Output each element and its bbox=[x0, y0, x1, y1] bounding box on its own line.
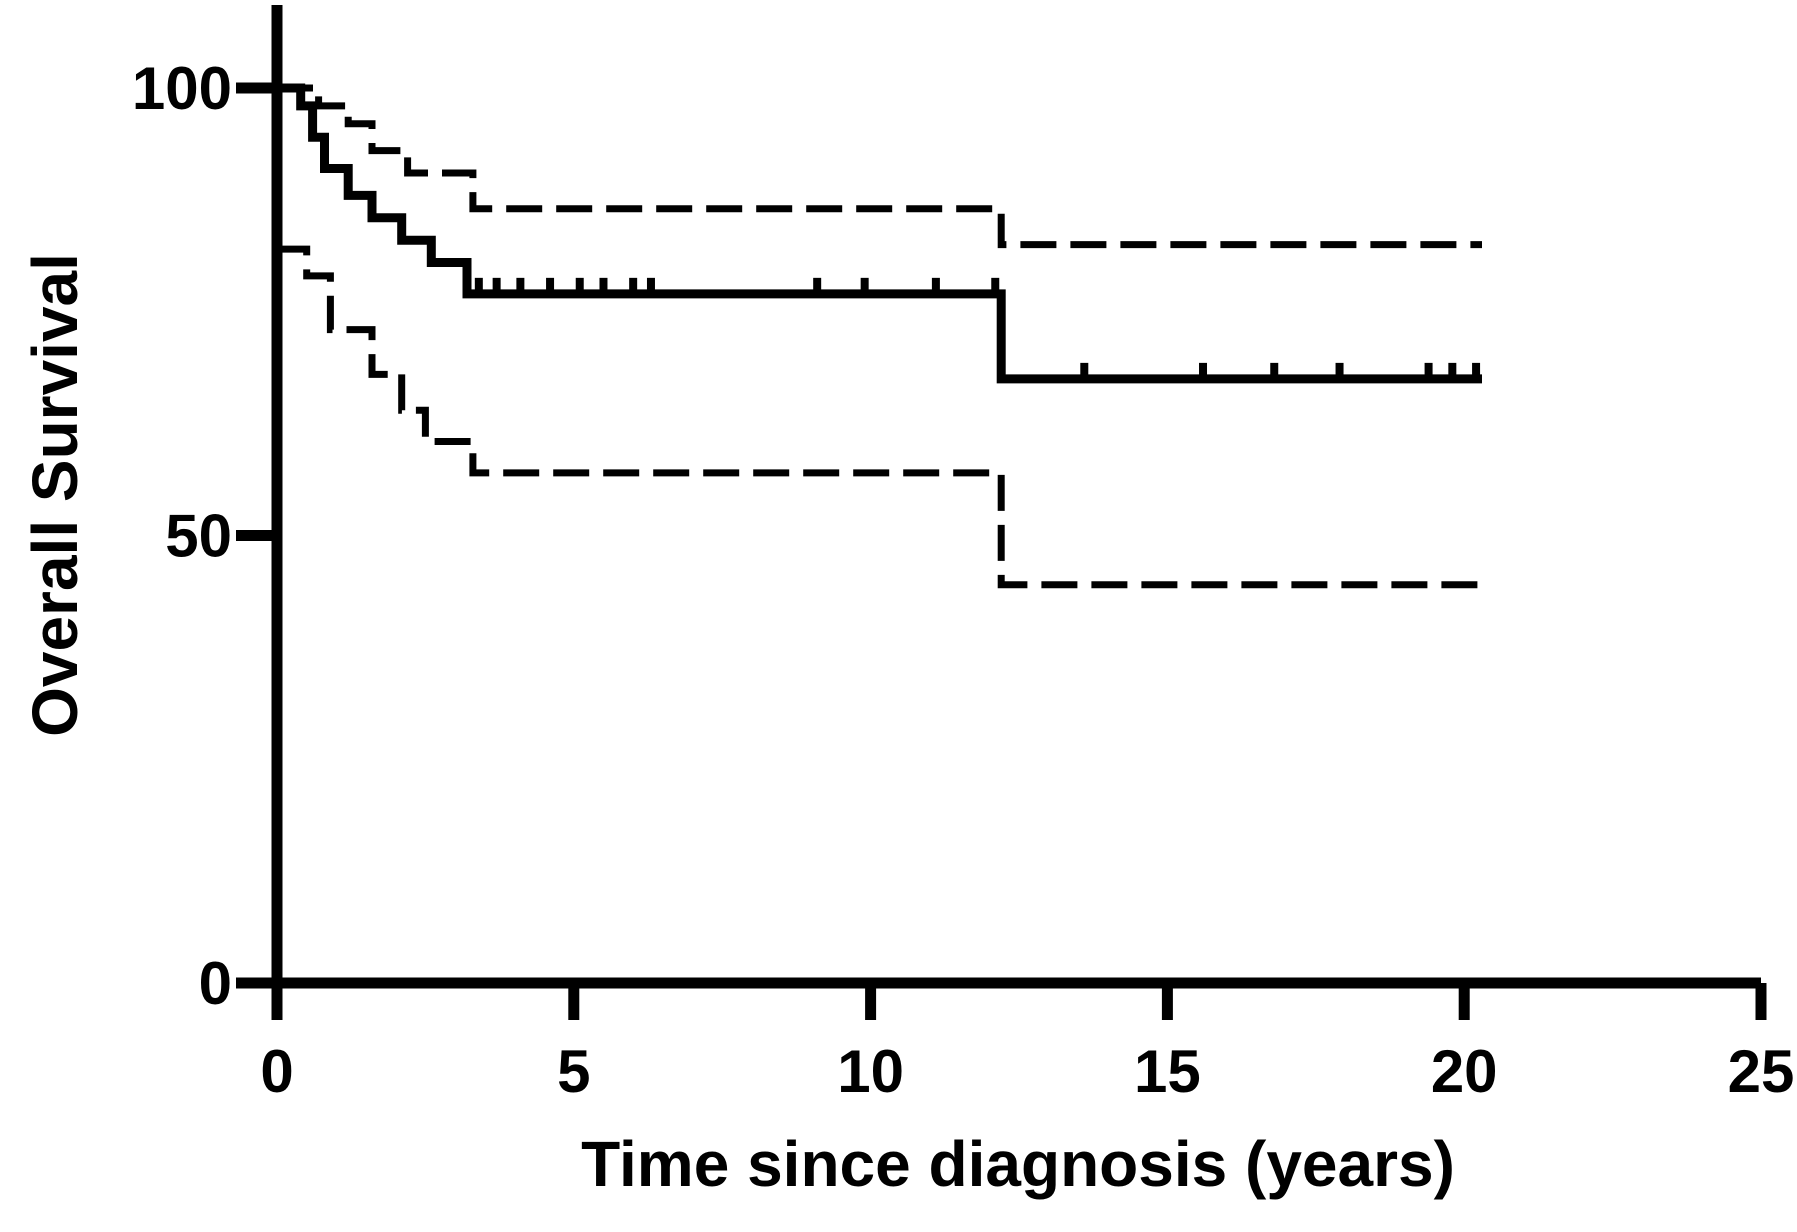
series-line-2 bbox=[277, 84, 1482, 249]
plot-area bbox=[277, 83, 1482, 589]
x-tick-label: 0 bbox=[260, 1038, 293, 1105]
y-tick-label: 100 bbox=[132, 55, 232, 122]
x-tick-label: 15 bbox=[1134, 1038, 1201, 1105]
x-axis-ticks: 0 5 10 15 20 25 bbox=[260, 983, 1794, 1105]
x-tick-label: 20 bbox=[1431, 1038, 1498, 1105]
series-line-3 bbox=[277, 245, 1482, 589]
x-axis-title: Time since diagnosis (years) bbox=[581, 1128, 1455, 1200]
x-tick-label: 5 bbox=[557, 1038, 590, 1105]
series-line-1 bbox=[277, 83, 1482, 384]
y-tick-label: 50 bbox=[165, 503, 232, 570]
y-tick-label: 0 bbox=[199, 950, 232, 1017]
y-axis-title: Overall Survival bbox=[19, 253, 91, 737]
x-tick-label: 10 bbox=[837, 1038, 904, 1105]
x-tick-label: 25 bbox=[1728, 1038, 1795, 1105]
y-axis-ticks: 0 50 100 bbox=[132, 55, 277, 1017]
